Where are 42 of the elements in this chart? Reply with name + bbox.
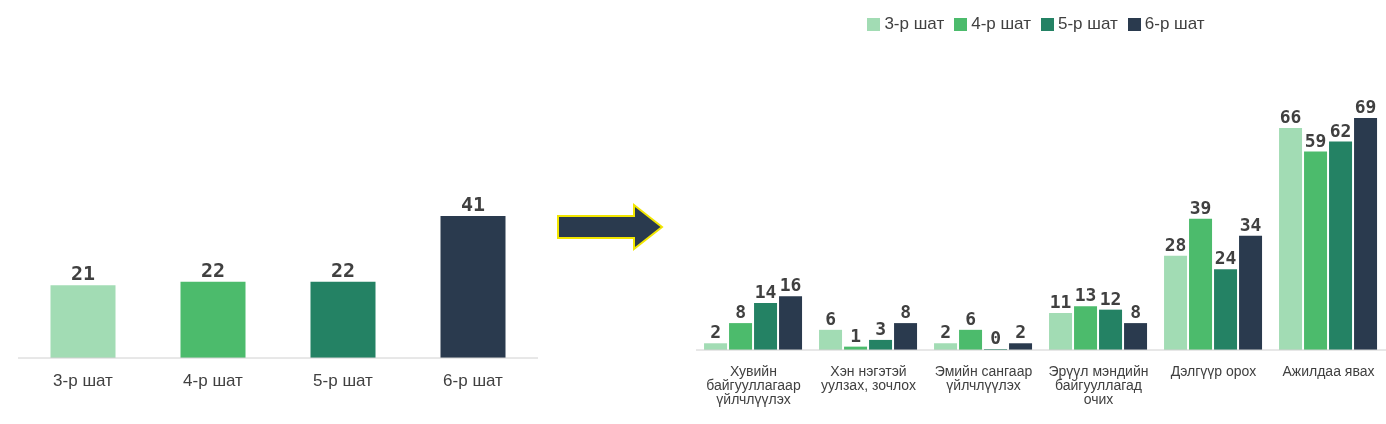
data-label: 12	[1099, 287, 1122, 309]
x-tick-label: 5-р шат	[313, 371, 374, 391]
x-tick-label: Дэлгүүр орох	[1170, 362, 1257, 379]
x-tick-label: Хэн нэгэтэй уулзах, зочлох	[821, 362, 916, 393]
x-tick-label: Хувийн байгууллагаар үйлчлүүлэх	[706, 362, 801, 407]
data-label: 62	[1329, 119, 1352, 141]
data-label: 22	[200, 257, 226, 282]
x-tick-label: Эмийн сангаар үйлчлүүлэх	[934, 362, 1033, 393]
data-label: 2	[710, 321, 721, 343]
data-label: 24	[1214, 247, 1237, 269]
data-label: 69	[1354, 96, 1377, 117]
data-label: 6	[965, 307, 976, 329]
data-label: 6	[825, 307, 836, 329]
data-label: 8	[735, 301, 746, 323]
data-label: 2	[940, 321, 951, 343]
data-label: 66	[1279, 106, 1302, 128]
legend-label: 6-р шат	[1144, 14, 1205, 33]
data-label: 59	[1304, 129, 1327, 151]
data-label: 11	[1049, 291, 1072, 313]
data-label: 8	[900, 301, 911, 323]
data-label: 13	[1074, 284, 1097, 306]
x-tick-label: 4-р шат	[183, 371, 244, 391]
data-label: 39	[1189, 196, 1212, 218]
legend-label: 3-р шат	[884, 14, 945, 33]
data-label: 41	[460, 192, 486, 216]
data-label: 1	[850, 324, 861, 346]
data-label: 8	[1130, 301, 1141, 323]
x-tick-label: Эрүүл мэндийн байгууллагад очих	[1048, 362, 1149, 407]
data-label: 2	[1015, 321, 1026, 343]
data-label: 28	[1164, 233, 1187, 255]
legend-label: 5-р шат	[1058, 14, 1118, 33]
data-label: 14	[754, 280, 777, 302]
legend-label: 4-р шат	[971, 14, 1031, 33]
x-tick-label: 3-р шат	[53, 371, 114, 391]
data-label: 22	[330, 257, 356, 282]
data-label: 3	[875, 317, 886, 339]
data-label: 16	[779, 274, 802, 296]
data-label: 0	[990, 327, 1001, 348]
x-tick-label: 6-р шат	[443, 371, 504, 391]
data-label: 21	[70, 261, 96, 286]
x-tick-label: Ажилдаа явах	[1282, 362, 1375, 379]
data-label: 34	[1239, 213, 1262, 235]
